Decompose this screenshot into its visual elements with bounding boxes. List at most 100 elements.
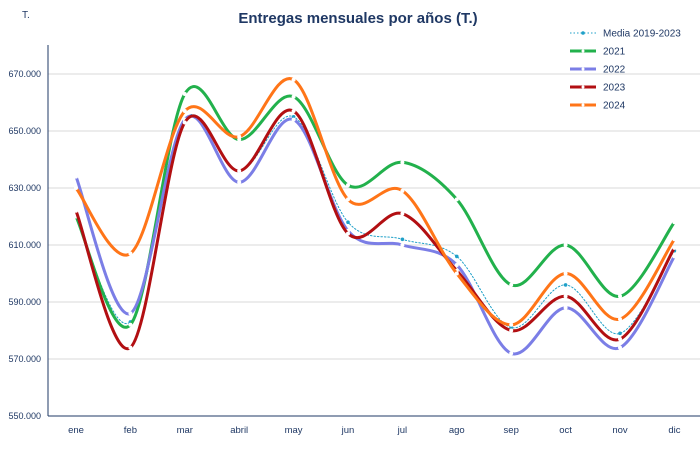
data-point [618, 331, 622, 336]
x-tick-label: ago [449, 425, 465, 436]
y-tick-label: 550.000 [8, 411, 41, 421]
data-point [455, 254, 459, 259]
legend-label: 2024 [603, 101, 626, 112]
data-point [672, 237, 677, 242]
data-point [509, 325, 513, 330]
data-point [128, 251, 133, 256]
data-point [509, 351, 514, 356]
data-point [237, 168, 242, 173]
data-point [346, 231, 350, 236]
data-point [563, 305, 568, 310]
legend-label: 2021 [603, 47, 626, 58]
data-point [291, 114, 296, 119]
x-tick-label: oct [559, 425, 572, 436]
chart-title: Entregas mensuales por años (T.) [238, 10, 477, 27]
axes: 550.000 570.000 590.000 610.000 630.000 650.0… [8, 45, 700, 436]
data-point [618, 294, 622, 299]
unit-label: T. [22, 10, 30, 21]
series-group [74, 77, 677, 356]
legend-marker [581, 49, 585, 53]
x-tick-label: abril [230, 425, 248, 436]
data-point [509, 322, 514, 327]
legend-entry: 2024 [570, 101, 626, 112]
grid [48, 73, 700, 360]
data-point [618, 345, 622, 350]
data-point [74, 208, 78, 213]
series-2023 [74, 108, 677, 351]
data-point [182, 91, 187, 96]
data-point [454, 262, 459, 267]
legend-label: 2023 [603, 83, 626, 94]
legend-entry: 2022 [570, 65, 626, 76]
x-tick-label: jun [341, 425, 355, 436]
data-point [182, 109, 187, 114]
legend-label: 2022 [603, 65, 626, 76]
legend-entry: Media 2019-2023 [570, 29, 681, 40]
data-point [618, 317, 622, 322]
series-line [74, 108, 676, 351]
series-line [74, 85, 676, 329]
data-point [128, 322, 133, 327]
legend-marker [581, 67, 585, 71]
x-tick-label: sep [504, 425, 519, 436]
data-point [128, 311, 133, 316]
legend: Media 2019-2023 2021 2022 2023 2024 [570, 29, 681, 112]
data-point [291, 77, 296, 82]
data-point [346, 183, 350, 188]
y-tick-label: 670.000 [8, 69, 41, 79]
legend-label: Media 2019-2023 [603, 29, 681, 40]
data-point [400, 243, 405, 247]
legend-entry: 2021 [570, 47, 626, 58]
data-point [563, 271, 568, 276]
data-point [237, 134, 242, 139]
y-tick-label: 650.000 [8, 126, 41, 136]
series-line [74, 77, 676, 327]
y-tick-label: 630.000 [8, 183, 41, 193]
data-point [672, 254, 677, 259]
data-point [182, 120, 187, 125]
data-point [454, 197, 459, 202]
legend-marker [581, 103, 585, 107]
data-point [400, 160, 405, 165]
data-point [346, 220, 350, 224]
series-2022 [74, 114, 677, 356]
data-point [400, 237, 405, 242]
data-point [563, 294, 568, 299]
data-point [509, 328, 514, 333]
data-point [237, 180, 242, 185]
data-point [346, 197, 350, 202]
data-point [128, 345, 133, 350]
x-tick-label: ene [68, 425, 84, 436]
y-tick-label: 570.000 [8, 354, 41, 364]
data-point [291, 94, 296, 99]
legend-marker [581, 31, 585, 35]
series-line [75, 114, 675, 334]
x-tick-label: dic [668, 425, 680, 436]
data-point [509, 282, 514, 287]
y-tick-label: 590.000 [8, 297, 41, 307]
data-point [400, 211, 405, 216]
data-point [454, 271, 459, 276]
legend-entry: 2023 [570, 83, 626, 94]
data-point [400, 188, 405, 193]
data-point [563, 283, 568, 287]
data-point [74, 174, 78, 179]
y-tick-label: 610.000 [8, 240, 41, 250]
data-point [672, 245, 677, 250]
legend-marker [581, 85, 585, 89]
data-point [563, 243, 568, 247]
x-tick-label: may [285, 425, 303, 436]
x-tick-label: nov [612, 425, 628, 436]
data-point [672, 220, 677, 225]
series-line [74, 114, 676, 356]
x-tick-label: mar [177, 425, 193, 436]
data-point [74, 186, 78, 190]
data-point [618, 337, 622, 342]
data-point [291, 117, 296, 122]
data-point [291, 109, 296, 114]
series-2024 [74, 77, 677, 327]
x-tick-label: jul [397, 425, 408, 436]
x-tick-label: feb [124, 425, 137, 436]
